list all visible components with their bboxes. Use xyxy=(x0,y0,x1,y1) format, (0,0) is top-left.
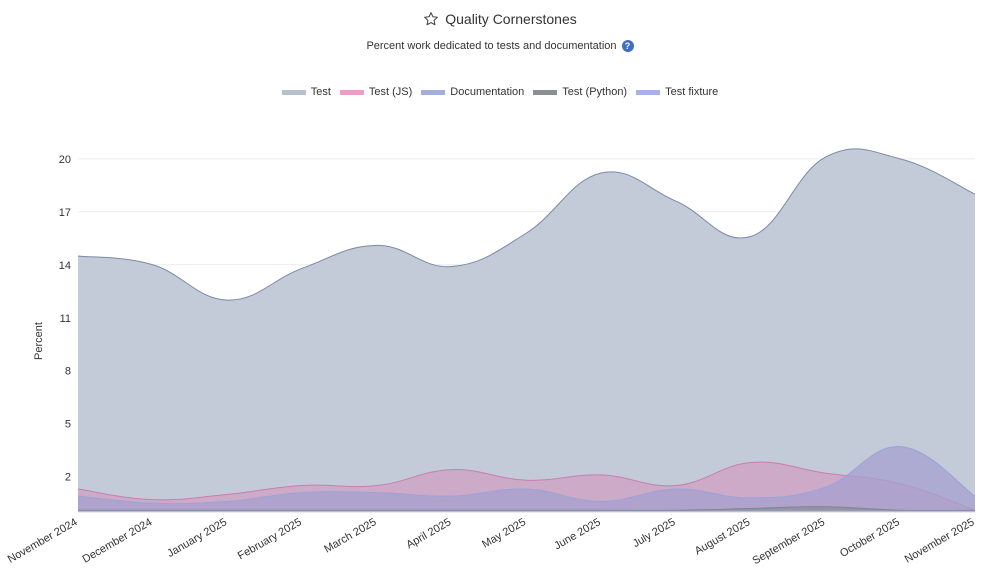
y-tick-label: 2 xyxy=(65,472,71,484)
x-tick-label: June 2025 xyxy=(552,516,603,552)
line-test xyxy=(77,148,976,301)
x-tick-label: December 2024 xyxy=(80,516,154,566)
x-tick-label: May 2025 xyxy=(480,516,528,551)
x-tick-label: October 2025 xyxy=(838,516,902,560)
line-documentation xyxy=(77,446,976,505)
x-tick-label: November 2024 xyxy=(6,516,80,566)
line-test-python- xyxy=(77,506,976,512)
legend-swatch xyxy=(636,89,661,95)
x-tick-label: November 2025 xyxy=(903,516,977,566)
y-tick-label: 11 xyxy=(60,313,71,325)
x-tick-label: March 2025 xyxy=(322,516,378,555)
legend-item-test[interactable]: Test xyxy=(281,86,331,98)
area-test xyxy=(78,148,975,512)
legend: Test Test (JS) Documentation Test (Pytho… xyxy=(0,86,1000,98)
legend-swatch xyxy=(533,89,558,95)
legend-label: Test xyxy=(310,86,331,98)
line-test-js- xyxy=(77,461,976,511)
legend-item-test-js[interactable]: Test (JS) xyxy=(339,86,413,98)
x-tick-label: April 2025 xyxy=(404,516,453,551)
legend-item-documentation[interactable]: Documentation xyxy=(421,86,524,98)
x-tick-label: August 2025 xyxy=(693,516,753,557)
title-row: Quality Cornerstones xyxy=(423,11,577,27)
area-documentation xyxy=(78,446,975,512)
chart-header: Quality Cornerstones xyxy=(0,11,1000,32)
legend-label: Test (JS) xyxy=(368,86,413,98)
x-tick-label: July 2025 xyxy=(631,516,678,550)
legend-swatch xyxy=(281,89,306,95)
x-tick-label: February 2025 xyxy=(236,516,304,562)
y-tick-label: 17 xyxy=(59,207,71,219)
chart-subtitle-row: Percent work dedicated to tests and docu… xyxy=(0,40,1000,52)
x-tick-label: September 2025 xyxy=(751,516,827,567)
y-tick-label: 5 xyxy=(65,419,71,431)
legend-item-test-python[interactable]: Test (Python) xyxy=(533,86,627,98)
x-tick-label: January 2025 xyxy=(165,516,229,560)
chart-title: Quality Cornerstones xyxy=(445,11,577,27)
help-icon[interactable]: ? xyxy=(621,40,634,52)
y-tick-label: 14 xyxy=(59,260,71,272)
legend-swatch xyxy=(339,89,364,95)
chart-subtitle: Percent work dedicated to tests and docu… xyxy=(366,40,617,52)
legend-label: Test fixture xyxy=(665,86,719,98)
star-icon[interactable] xyxy=(423,11,439,27)
legend-label: Documentation xyxy=(450,86,525,98)
y-tick-label: 8 xyxy=(65,366,71,378)
legend-label: Test (Python) xyxy=(562,86,628,98)
legend-swatch xyxy=(421,89,446,95)
y-tick-label: 20 xyxy=(59,154,71,166)
y-axis-title: Percent xyxy=(33,322,45,360)
legend-item-test-fixture[interactable]: Test fixture xyxy=(636,86,718,98)
